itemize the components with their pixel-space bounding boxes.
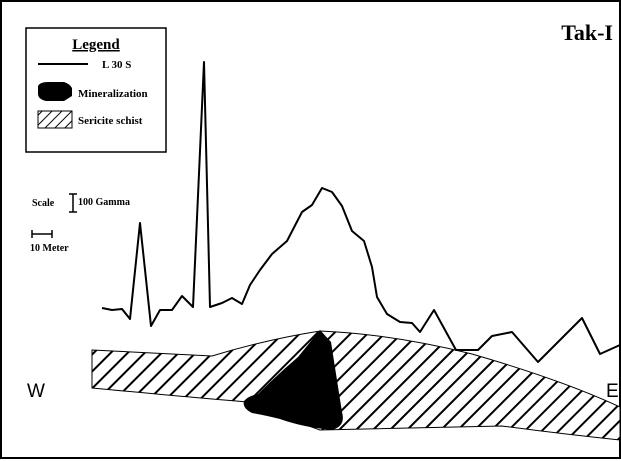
legend-item-mineralization-label: Mineralization xyxy=(78,88,148,100)
magnetic-profile-line xyxy=(101,61,621,363)
scale-label: Scale xyxy=(32,198,55,209)
legend: Legend L 30 S Mineralization Sericite sc… xyxy=(25,27,167,153)
horizontal-scale-value: 10 Meter xyxy=(30,243,69,254)
legend-sericite-symbol xyxy=(37,110,73,129)
legend-heading: Legend xyxy=(72,37,120,53)
legend-mineralization-symbol xyxy=(38,82,72,101)
vertical-scale-value: 100 Gamma xyxy=(78,197,130,208)
direction-east-label: E xyxy=(606,381,619,402)
legend-item-sericite-label: Sericite schist xyxy=(78,115,143,127)
legend-item-profile-label: L 30 S xyxy=(102,59,131,71)
figure-title: Tak-I xyxy=(561,20,613,45)
sericite-schist-body xyxy=(91,330,621,441)
mineralization-body xyxy=(243,330,343,430)
scale-indicator: Scale 100 Gamma 10 Meter xyxy=(30,193,130,254)
direction-west-label: W xyxy=(27,381,45,402)
